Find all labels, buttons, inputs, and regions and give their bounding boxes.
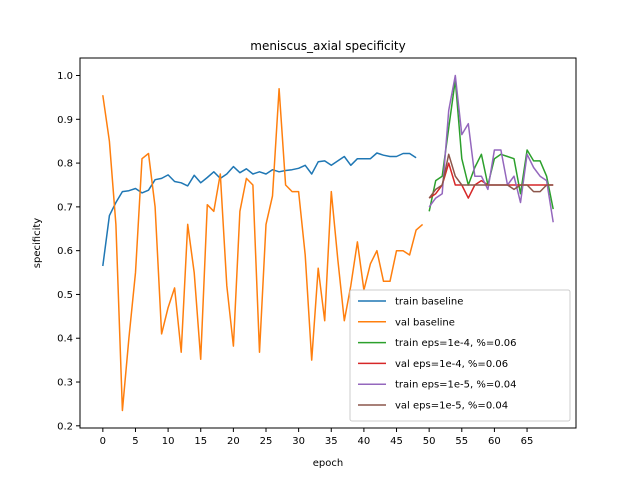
x-tick-label: 15: [194, 436, 207, 447]
y-axis: 0.2 0.3 0.4 0.5 0.6 0.7 0.8 0.9 1.0: [57, 71, 80, 432]
x-tick-label: 65: [521, 436, 534, 447]
y-axis-title: specificity: [32, 218, 43, 268]
x-tick-label: 50: [423, 436, 436, 447]
x-tick-label: 60: [488, 436, 501, 447]
y-tick-label: 0.2: [57, 421, 73, 432]
y-tick-label: 0.4: [57, 334, 73, 345]
series-line-5: [428, 74, 554, 223]
chart-title: meniscus_axial specificity: [250, 39, 406, 53]
x-tick-label: 40: [358, 436, 371, 447]
series-line-1: [102, 152, 417, 267]
x-tick-label: 10: [162, 436, 175, 447]
plot-area: [79, 57, 577, 429]
x-tick-label: 30: [292, 436, 305, 447]
x-axis-title: epoch: [313, 458, 343, 469]
y-tick-label: 1.0: [57, 71, 73, 82]
x-tick-label: 5: [132, 436, 138, 447]
y-tick-label: 0.3: [57, 378, 73, 389]
x-tick-label: 55: [455, 436, 468, 447]
x-tick-label: 0: [100, 436, 106, 447]
legend-label: train baseline: [395, 297, 463, 308]
series-lines: [102, 74, 554, 412]
legend-label: train eps=1e-4, %=0.06: [395, 338, 517, 349]
y-tick-label: 0.5: [57, 290, 73, 301]
y-tick-label: 0.6: [57, 246, 73, 257]
legend-box: [349, 289, 571, 422]
y-tick-label: 0.9: [57, 115, 73, 126]
series-line-6: [428, 153, 554, 199]
x-tick-label: 35: [325, 436, 338, 447]
legend-label: train eps=1e-5, %=0.04: [395, 380, 517, 391]
series-line-2: [102, 87, 424, 412]
x-axis: 0 5 10 15 20 25 30 35 40 45 50 55 60 65: [100, 428, 534, 447]
legend-label: val eps=1e-5, %=0.04: [395, 401, 508, 412]
y-tick-label: 0.8: [57, 159, 73, 170]
legend-label: val baseline: [395, 317, 455, 328]
legend: train baseline val baseline train eps=1e-4…: [349, 289, 571, 422]
x-tick-label: 25: [260, 436, 273, 447]
x-tick-label: 45: [390, 436, 403, 447]
y-tick-label: 0.7: [57, 202, 73, 213]
legend-label: val eps=1e-4, %=0.06: [395, 359, 508, 370]
x-tick-label: 20: [227, 436, 240, 447]
